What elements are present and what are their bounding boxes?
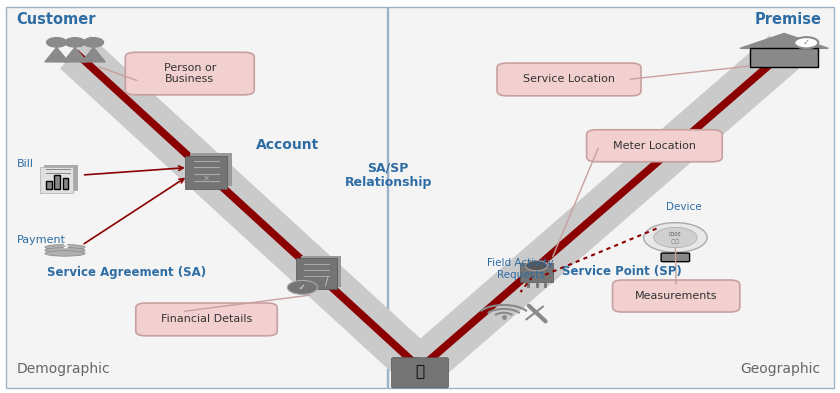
- Circle shape: [287, 280, 318, 294]
- Text: Account: Account: [256, 138, 320, 152]
- Text: /: /: [325, 277, 328, 287]
- FancyBboxPatch shape: [54, 175, 60, 189]
- Text: $: $: [62, 241, 68, 250]
- FancyBboxPatch shape: [388, 7, 834, 388]
- Circle shape: [83, 38, 103, 47]
- FancyBboxPatch shape: [185, 156, 227, 189]
- FancyBboxPatch shape: [391, 357, 420, 366]
- Text: Demographic: Demographic: [17, 362, 110, 376]
- Text: ✕: ✕: [202, 174, 210, 183]
- Polygon shape: [45, 48, 68, 62]
- Text: Customer: Customer: [17, 12, 96, 27]
- FancyBboxPatch shape: [44, 165, 77, 191]
- Polygon shape: [81, 48, 105, 62]
- Text: Service Agreement (SA): Service Agreement (SA): [47, 266, 207, 279]
- Text: Measurements: Measurements: [635, 291, 717, 301]
- FancyBboxPatch shape: [612, 280, 740, 312]
- FancyBboxPatch shape: [190, 153, 232, 186]
- Ellipse shape: [45, 248, 85, 253]
- Text: Meter Location: Meter Location: [613, 141, 696, 151]
- Circle shape: [654, 227, 697, 248]
- Ellipse shape: [45, 244, 85, 250]
- Text: Bill: Bill: [17, 159, 34, 169]
- Text: ✓: ✓: [803, 38, 810, 47]
- Text: Service Point (SP): Service Point (SP): [562, 265, 681, 278]
- FancyBboxPatch shape: [6, 7, 386, 388]
- FancyBboxPatch shape: [301, 256, 341, 287]
- Circle shape: [65, 38, 85, 47]
- Polygon shape: [63, 48, 87, 62]
- FancyBboxPatch shape: [40, 167, 73, 193]
- FancyBboxPatch shape: [497, 63, 641, 96]
- Text: Premise: Premise: [755, 12, 822, 27]
- FancyBboxPatch shape: [750, 48, 818, 67]
- Text: Person or
Business: Person or Business: [164, 63, 216, 84]
- FancyBboxPatch shape: [661, 253, 690, 262]
- Text: Payment: Payment: [17, 235, 66, 245]
- FancyBboxPatch shape: [45, 181, 51, 189]
- FancyBboxPatch shape: [297, 258, 337, 289]
- Polygon shape: [740, 33, 828, 48]
- FancyBboxPatch shape: [520, 263, 554, 282]
- Circle shape: [46, 38, 66, 47]
- FancyBboxPatch shape: [391, 358, 449, 388]
- FancyBboxPatch shape: [125, 52, 255, 95]
- FancyBboxPatch shape: [62, 178, 68, 189]
- Circle shape: [643, 223, 707, 252]
- Ellipse shape: [45, 251, 85, 256]
- Text: Device: Device: [666, 202, 701, 212]
- FancyBboxPatch shape: [586, 130, 722, 162]
- Text: 0000: 0000: [669, 232, 681, 237]
- Circle shape: [526, 261, 548, 271]
- Circle shape: [795, 37, 818, 48]
- Text: Field Activity
Requests: Field Activity Requests: [487, 258, 554, 280]
- FancyBboxPatch shape: [136, 303, 277, 336]
- Text: 🤝: 🤝: [416, 364, 424, 379]
- Text: Financial Details: Financial Details: [161, 314, 252, 324]
- Text: Geographic: Geographic: [740, 362, 820, 376]
- Text: Service Location: Service Location: [523, 74, 615, 84]
- Text: SA/SP
Relationship: SA/SP Relationship: [344, 161, 432, 189]
- Text: ✓: ✓: [299, 283, 306, 292]
- Text: ○○: ○○: [670, 238, 680, 243]
